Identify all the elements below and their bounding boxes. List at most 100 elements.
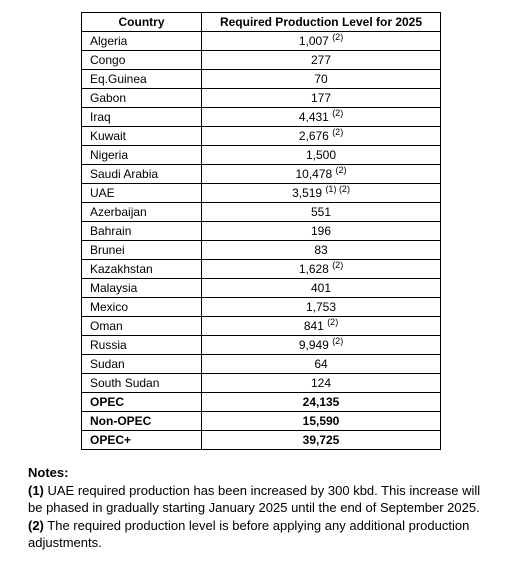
header-value: Required Production Level for 2025	[202, 13, 441, 32]
cell-value: 1,007 (2)	[202, 32, 441, 51]
cell-value: 70	[202, 70, 441, 89]
cell-value: 551	[202, 203, 441, 222]
cell-country: Oman	[82, 317, 202, 336]
cell-country: South Sudan	[82, 374, 202, 393]
value-text: 177	[311, 91, 331, 105]
cell-value: 124	[202, 374, 441, 393]
value-text: 2,676	[299, 129, 329, 143]
value-superscript: (2)	[332, 336, 343, 346]
note-ref: (2)	[28, 518, 44, 533]
value-text: 841	[304, 319, 324, 333]
table-row: Iraq4,431 (2)	[82, 108, 441, 127]
value-superscript: (1) (2)	[325, 184, 350, 194]
table-row: Azerbaijan 551	[82, 203, 441, 222]
value-text: 277	[311, 53, 331, 67]
value-text: 124	[311, 376, 331, 390]
table-row: Brunei 83	[82, 241, 441, 260]
value-text: 1,007	[299, 34, 329, 48]
cell-country: OPEC+	[82, 431, 202, 450]
table-row: Algeria1,007 (2)	[82, 32, 441, 51]
cell-value: 1,628 (2)	[202, 260, 441, 279]
cell-country: Congo	[82, 51, 202, 70]
value-text: 24,135	[303, 395, 340, 409]
cell-value: 24,135	[202, 393, 441, 412]
value-text: 83	[314, 243, 327, 257]
table-row: Russia9,949 (2)	[82, 336, 441, 355]
table-row: Saudi Arabia10,478 (2)	[82, 165, 441, 184]
cell-country: Sudan	[82, 355, 202, 374]
table-row: Bahrain 196	[82, 222, 441, 241]
value-text: 551	[311, 205, 331, 219]
cell-value: 1,500	[202, 146, 441, 165]
note-text: The required production level is before …	[28, 518, 469, 551]
notes-block: Notes: (1) UAE required production has b…	[24, 464, 498, 552]
cell-value: 841 (2)	[202, 317, 441, 336]
value-text: 70	[314, 72, 327, 86]
cell-value: 277	[202, 51, 441, 70]
value-text: 64	[314, 357, 327, 371]
value-text: 4,431	[299, 110, 329, 124]
table-row: OPEC+ 39,725	[82, 431, 441, 450]
value-superscript: (2)	[332, 127, 343, 137]
cell-value: 4,431 (2)	[202, 108, 441, 127]
table-row: OPEC 24,135	[82, 393, 441, 412]
cell-country: Gabon	[82, 89, 202, 108]
header-country: Country	[82, 13, 202, 32]
table-row: Malaysia401	[82, 279, 441, 298]
table-row: Oman841 (2)	[82, 317, 441, 336]
cell-country: Mexico	[82, 298, 202, 317]
notes-heading: Notes:	[28, 464, 494, 482]
cell-value: 64	[202, 355, 441, 374]
table-row: Kazakhstan1,628 (2)	[82, 260, 441, 279]
value-text: 1,753	[306, 300, 336, 314]
value-text: 3,519	[292, 186, 322, 200]
cell-country: OPEC	[82, 393, 202, 412]
cell-value: 9,949 (2)	[202, 336, 441, 355]
cell-country: Azerbaijan	[82, 203, 202, 222]
cell-value: 196	[202, 222, 441, 241]
value-text: 10,478	[295, 167, 332, 181]
table-row: Mexico 1,753	[82, 298, 441, 317]
cell-value: 1,753	[202, 298, 441, 317]
note-ref: (1)	[28, 483, 44, 498]
value-superscript: (2)	[327, 317, 338, 327]
cell-country: Brunei	[82, 241, 202, 260]
table-row: Non-OPEC 15,590	[82, 412, 441, 431]
value-superscript: (2)	[332, 32, 343, 42]
note-text: UAE required production has been increas…	[28, 483, 480, 516]
value-text: 1,628	[299, 262, 329, 276]
table-row: UAE 3,519 (1) (2)	[82, 184, 441, 203]
cell-value: 401	[202, 279, 441, 298]
value-superscript: (2)	[332, 260, 343, 270]
value-text: 1,500	[306, 148, 336, 162]
cell-country: UAE	[82, 184, 202, 203]
value-superscript: (2)	[332, 108, 343, 118]
cell-country: Kazakhstan	[82, 260, 202, 279]
cell-country: Algeria	[82, 32, 202, 51]
cell-value: 83	[202, 241, 441, 260]
cell-country: Russia	[82, 336, 202, 355]
cell-country: Non-OPEC	[82, 412, 202, 431]
cell-country: Bahrain	[82, 222, 202, 241]
cell-country: Malaysia	[82, 279, 202, 298]
cell-country: Kuwait	[82, 127, 202, 146]
table-row: Kuwait2,676 (2)	[82, 127, 441, 146]
production-table: Country Required Production Level for 20…	[81, 12, 441, 450]
cell-value: 177	[202, 89, 441, 108]
cell-country: Nigeria	[82, 146, 202, 165]
cell-value: 2,676 (2)	[202, 127, 441, 146]
cell-value: 15,590	[202, 412, 441, 431]
value-text: 9,949	[299, 338, 329, 352]
value-text: 196	[311, 224, 331, 238]
value-text: 39,725	[303, 433, 340, 447]
table-row: Eq.Guinea 70	[82, 70, 441, 89]
value-text: 15,590	[303, 414, 340, 428]
table-row: Nigeria 1,500	[82, 146, 441, 165]
table-row: Congo 277	[82, 51, 441, 70]
cell-country: Eq.Guinea	[82, 70, 202, 89]
cell-country: Iraq	[82, 108, 202, 127]
cell-value: 10,478 (2)	[202, 165, 441, 184]
table-row: South Sudan 124	[82, 374, 441, 393]
cell-country: Saudi Arabia	[82, 165, 202, 184]
note-line: (1) UAE required production has been inc…	[28, 482, 494, 517]
